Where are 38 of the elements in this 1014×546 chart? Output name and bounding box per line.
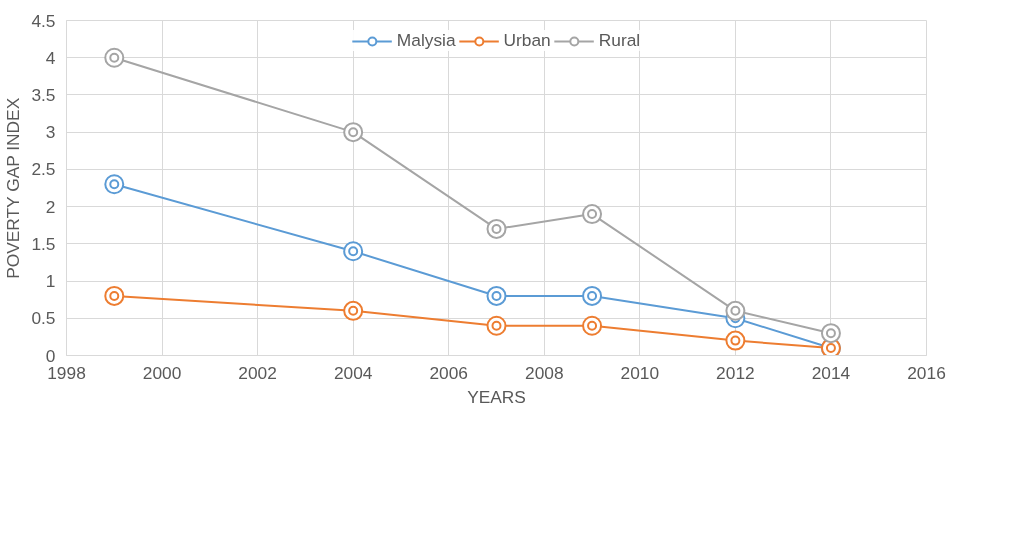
x-tick-label: 2016 bbox=[907, 362, 946, 383]
x-tick-label: 2000 bbox=[142, 362, 182, 383]
x-axis-title: YEARS bbox=[467, 386, 526, 407]
legend-label: Rural bbox=[598, 30, 641, 51]
point bbox=[343, 241, 364, 262]
point bbox=[104, 47, 125, 68]
y-tick-label: 4.5 bbox=[31, 10, 56, 31]
x-tick-label: 2014 bbox=[811, 362, 851, 383]
point bbox=[486, 285, 507, 306]
x-tick-label: 2008 bbox=[525, 362, 564, 383]
x-tick-label: 2004 bbox=[333, 362, 373, 383]
legend-label: Urban bbox=[503, 30, 551, 51]
y-axis-title: POVERTY GAP INDEX bbox=[3, 97, 24, 279]
y-tick-label: 4 bbox=[45, 47, 56, 68]
y-tick-label: 2.5 bbox=[31, 159, 56, 180]
point bbox=[820, 323, 841, 344]
point bbox=[486, 315, 507, 336]
point bbox=[582, 285, 603, 306]
x-tick-label: 2010 bbox=[620, 362, 660, 383]
y-tick-label: 2 bbox=[45, 196, 56, 217]
y-tick-label: 3 bbox=[45, 122, 56, 143]
x-tick-label: 2002 bbox=[238, 362, 277, 383]
y-tick-label: 3.5 bbox=[31, 84, 56, 105]
point bbox=[725, 300, 746, 321]
y-tick-label: 1 bbox=[45, 271, 56, 292]
x-tick-label: 2006 bbox=[429, 362, 469, 383]
x-tick-label: 2012 bbox=[716, 362, 755, 383]
point bbox=[582, 204, 603, 225]
point bbox=[582, 315, 603, 336]
legend-label: Malysia bbox=[396, 30, 456, 51]
point bbox=[725, 330, 746, 351]
point bbox=[104, 174, 125, 195]
y-tick-label: 0.5 bbox=[31, 308, 56, 329]
point bbox=[343, 300, 364, 321]
point bbox=[104, 285, 125, 306]
point bbox=[486, 218, 507, 239]
point bbox=[343, 122, 364, 143]
y-tick-label: 1.5 bbox=[31, 233, 56, 254]
